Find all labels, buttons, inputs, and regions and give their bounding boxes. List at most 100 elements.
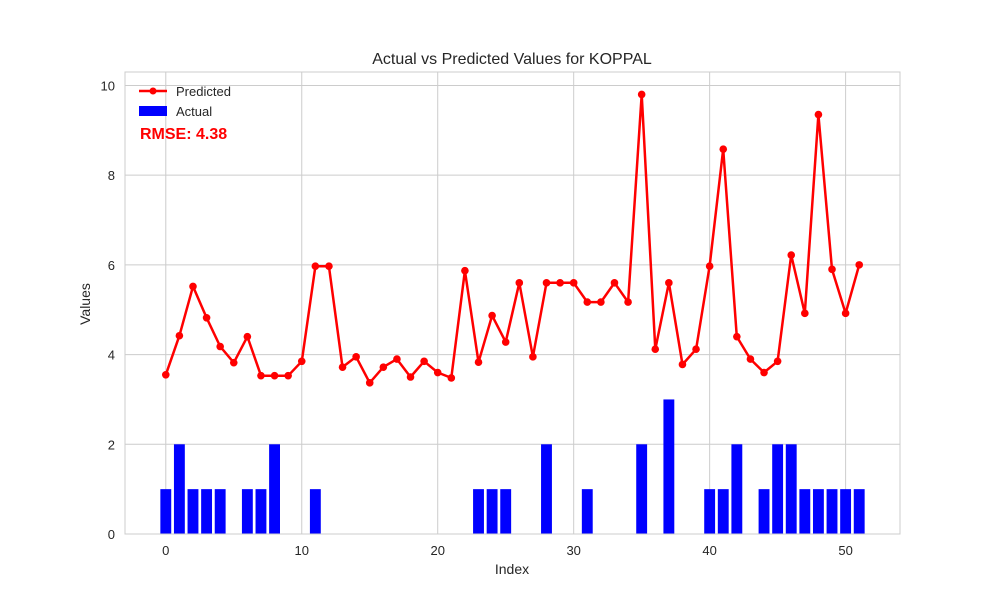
predicted-point: [352, 353, 360, 361]
predicted-point: [828, 265, 836, 274]
predicted-point: [733, 332, 741, 341]
predicted-point: [556, 279, 564, 287]
predicted-point: [406, 373, 415, 381]
y-tick-label: 10: [101, 78, 115, 93]
predicted-point: [338, 363, 347, 371]
actual-bars: [160, 399, 865, 534]
actual-bar: [309, 489, 321, 534]
predicted-point: [379, 363, 388, 371]
actual-bar: [581, 489, 593, 534]
legend-predicted-label: Predicted: [176, 84, 231, 99]
predicted-point: [855, 261, 864, 269]
predicted-point: [597, 298, 605, 306]
actual-bar: [812, 489, 824, 534]
predicted-point: [705, 262, 714, 271]
y-tick-label: 4: [108, 348, 115, 363]
predicted-point: [583, 298, 592, 306]
predicted-point: [202, 314, 211, 322]
y-tick-label: 0: [108, 527, 115, 542]
predicted-point: [474, 358, 483, 367]
predicted-point: [189, 282, 197, 291]
predicted-point: [814, 110, 823, 119]
actual-bar: [717, 489, 729, 534]
predicted-point: [773, 357, 782, 366]
predicted-point: [787, 251, 796, 259]
actual-bar: [826, 489, 838, 534]
predicted-point: [284, 371, 292, 380]
actual-bar: [500, 489, 512, 534]
actual-bar: [187, 489, 199, 534]
predicted-point: [529, 353, 537, 361]
x-axis-label: Index: [495, 561, 529, 577]
actual-bar: [541, 444, 552, 534]
legend: Predicted Actual: [139, 84, 231, 119]
tick-labels: 0 10 20 30 40 50 0 2 4 6 8 10: [101, 78, 853, 558]
y-tick-label: 8: [108, 168, 115, 183]
predicted-point: [665, 279, 673, 287]
predicted-point: [325, 262, 333, 271]
predicted-point: [461, 266, 469, 275]
predicted-point: [801, 309, 809, 318]
x-tick-label: 50: [838, 543, 852, 558]
predicted-point: [433, 368, 442, 377]
predicted-point: [569, 279, 578, 287]
predicted-point: [175, 331, 184, 340]
y-tick-label: 6: [108, 258, 115, 273]
y-axis-label: Values: [77, 283, 93, 325]
predicted-point: [393, 355, 401, 363]
x-tick-label: 0: [162, 543, 169, 558]
predicted-point: [746, 355, 755, 363]
actual-bar: [772, 444, 784, 534]
predicted-point: [257, 371, 265, 380]
x-tick-label: 40: [702, 543, 716, 558]
actual-bar: [758, 489, 770, 534]
actual-bar: [241, 489, 253, 534]
actual-bar: [201, 489, 213, 534]
plot-frame: [124, 71, 901, 535]
actual-bar: [799, 489, 811, 534]
predicted-point: [161, 370, 170, 379]
predicted-line: [161, 90, 864, 387]
predicted-polyline: [164, 93, 861, 385]
chart-title: Actual vs Predicted Values for KOPPAL: [372, 51, 652, 68]
actual-bar: [840, 489, 852, 534]
actual-bar: [636, 444, 648, 534]
actual-bar: [785, 444, 797, 534]
grid: [125, 72, 900, 535]
predicted-point: [270, 371, 279, 380]
predicted-point: [651, 345, 660, 354]
x-tick-label: 20: [430, 543, 444, 558]
y-tick-label: 2: [108, 437, 115, 452]
predicted-point: [488, 311, 496, 320]
predicted-point: [610, 279, 619, 287]
rmse-annotation: RMSE: 4.38: [140, 126, 227, 143]
x-tick-label: 10: [295, 543, 309, 558]
actual-bar: [269, 444, 280, 534]
predicted-point: [678, 360, 687, 369]
actual-bar: [731, 444, 743, 534]
predicted-point: [229, 358, 238, 367]
actual-bar: [473, 489, 484, 534]
predicted-point: [841, 309, 850, 318]
predicted-point: [719, 145, 728, 153]
predicted-point: [297, 357, 306, 366]
actual-bar: [214, 489, 226, 534]
x-tick-label: 30: [566, 543, 580, 558]
actual-bar: [663, 399, 675, 534]
legend-actual-swatch: [139, 106, 167, 116]
actual-bar: [173, 444, 185, 534]
actual-bar: [704, 489, 716, 534]
predicted-point: [501, 338, 510, 346]
predicted-point: [692, 345, 700, 354]
predicted-point: [542, 279, 551, 287]
predicted-point: [760, 368, 768, 377]
legend-predicted-marker: [149, 87, 157, 95]
predicted-point: [637, 90, 646, 99]
predicted-point: [365, 379, 374, 387]
predicted-point: [243, 332, 252, 341]
actual-bar: [255, 489, 267, 534]
predicted-point: [420, 357, 428, 366]
predicted-point: [624, 298, 632, 306]
actual-bar: [486, 489, 498, 534]
